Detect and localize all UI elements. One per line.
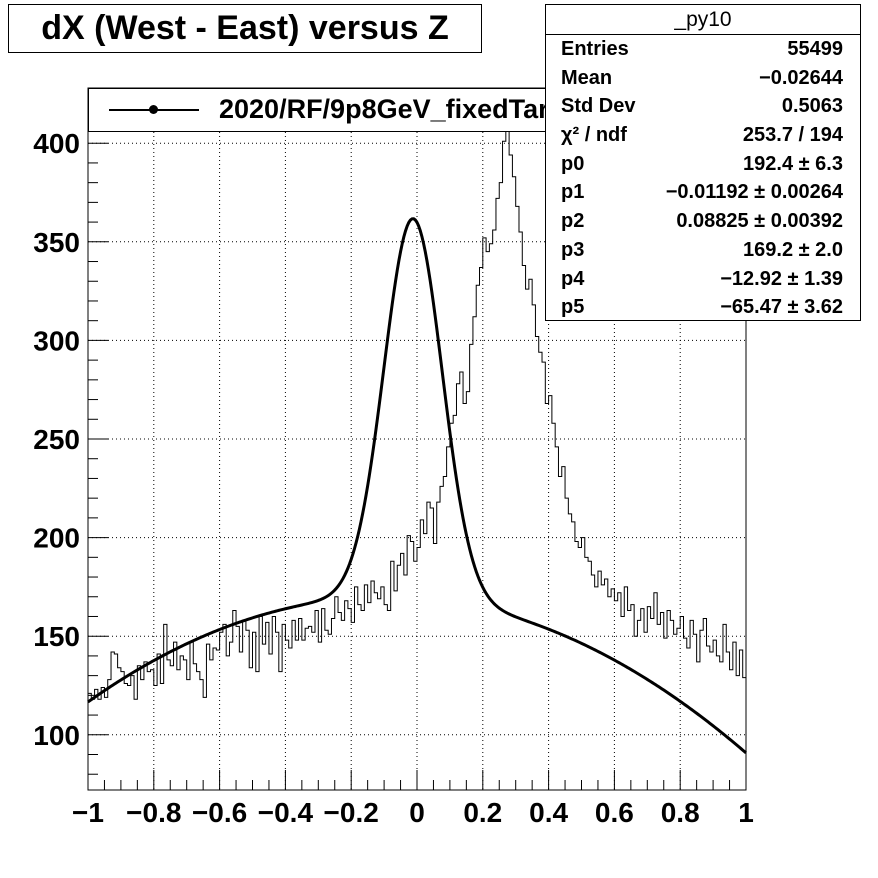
stats-row-p5: p5 −65.47 ± 3.62 <box>546 293 860 322</box>
stats-value: −65.47 ± 3.62 <box>720 296 843 319</box>
x-tick-label-3: −0.4 <box>258 797 314 828</box>
stats-row-p2: p2 0.08825 ± 0.00392 <box>546 207 860 236</box>
x-tick-label-4: −0.2 <box>324 797 379 828</box>
x-tick-label-9: 0.8 <box>661 797 700 828</box>
stats-row-entries: Entries 55499 <box>546 35 860 64</box>
y-tick-label-6: 400 <box>33 128 80 159</box>
stats-value: −0.01192 ± 0.00264 <box>665 181 843 204</box>
x-tick-label-8: 0.6 <box>595 797 634 828</box>
stats-key: p0 <box>561 152 585 175</box>
x-tick-label-0: −1 <box>72 797 104 828</box>
axis-ticks <box>87 103 747 790</box>
y-axis-tick-labels: 100 150 200 250 300 350 400 <box>33 128 80 751</box>
x-axis-tick-labels: −1 −0.8 −0.6 −0.4 −0.2 0 0.2 0.4 0.6 0.8 1 <box>72 797 754 828</box>
stats-row-p1: p1 −0.01192 ± 0.00264 <box>546 178 860 207</box>
fit-curve-line <box>87 217 747 755</box>
stats-row-p3: p3 169.2 ± 2.0 <box>546 236 860 265</box>
stats-value: −0.02644 <box>759 66 843 89</box>
stats-key: Mean <box>561 66 613 89</box>
stats-value: −12.92 ± 1.39 <box>720 267 843 290</box>
x-tick-label-10: 1 <box>738 797 754 828</box>
x-tick-label-2: −0.6 <box>192 797 247 828</box>
stats-value: 55499 <box>787 38 843 60</box>
stats-row-mean: Mean −0.02644 <box>546 64 860 93</box>
histogram-outline <box>88 103 746 700</box>
stats-key: Entries <box>561 38 629 60</box>
stats-key: p5 <box>561 296 585 319</box>
stats-title: _py10 <box>546 5 860 35</box>
stats-key: χ² / ndf <box>561 124 627 147</box>
stats-row-chi2: χ² / ndf 253.7 / 194 <box>546 121 860 150</box>
fit-curve <box>87 217 747 755</box>
x-tick-label-7: 0.4 <box>529 797 568 828</box>
x-tick-label-5: 0 <box>409 797 425 828</box>
stats-value: 253.7 / 194 <box>742 124 843 147</box>
legend-marker-icon <box>149 105 158 114</box>
histogram <box>88 103 746 700</box>
legend: 2020/RF/9p8GeV_fixedTarget <box>88 88 614 132</box>
stats-value: 169.2 ± 2.0 <box>743 238 843 261</box>
stats-key: p4 <box>561 267 585 290</box>
stats-row-p4: p4 −12.92 ± 1.39 <box>546 265 860 294</box>
y-tick-label-1: 150 <box>33 621 80 652</box>
x-tick-label-6: 0.2 <box>463 797 502 828</box>
stats-value: 0.08825 ± 0.00392 <box>676 210 843 233</box>
stats-key: p2 <box>561 210 585 233</box>
stats-key: Std Dev <box>561 95 636 118</box>
y-tick-label-3: 250 <box>33 424 80 455</box>
y-tick-label-2: 200 <box>33 523 80 554</box>
legend-entry-label: 2020/RF/9p8GeV_fixedTarget <box>219 94 590 124</box>
stats-value: 0.5063 <box>781 95 843 118</box>
y-tick-label-0: 100 <box>33 720 80 751</box>
y-tick-label-4: 300 <box>33 325 80 356</box>
stats-value: 192.4 ± 6.3 <box>743 152 843 175</box>
x-tick-label-1: −0.8 <box>126 797 181 828</box>
stats-row-stddev: Std Dev 0.5063 <box>546 92 860 121</box>
y-tick-label-5: 350 <box>33 227 80 258</box>
stats-row-p0: p0 192.4 ± 6.3 <box>546 150 860 179</box>
chart-title: dX (West - East) versus Z <box>8 4 482 53</box>
stats-key: p3 <box>561 238 585 261</box>
stats-key: p1 <box>561 181 585 204</box>
stats-box: _py10 Entries 55499 Mean −0.02644 Std Dev 0… <box>545 4 861 321</box>
